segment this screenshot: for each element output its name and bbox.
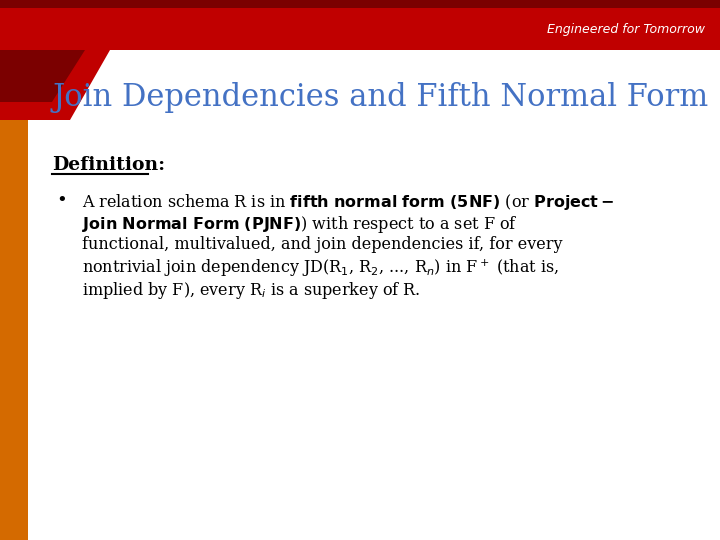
Polygon shape [0, 0, 720, 8]
Text: functional, multivalued, and join dependencies if, for every: functional, multivalued, and join depend… [82, 236, 562, 253]
Polygon shape [0, 50, 28, 540]
Text: •: • [57, 192, 68, 210]
Text: $\mathbf{Join\ Normal\ Form\ (PJNF)}$) with respect to a set F of: $\mathbf{Join\ Normal\ Form\ (PJNF)}$) w… [82, 214, 518, 235]
Polygon shape [0, 50, 85, 102]
Text: A relation schema R is in $\mathbf{fifth\ normal\ form\ (5NF)}$ (or $\mathbf{Pro: A relation schema R is in $\mathbf{fifth… [82, 192, 614, 212]
Text: Engineered for Tomorrow: Engineered for Tomorrow [547, 23, 705, 36]
Text: implied by F), every R$_i$ is a superkey of R.: implied by F), every R$_i$ is a superkey… [82, 280, 420, 301]
Text: nontrivial join dependency JD(R$_1$, R$_2$, ..., R$_n$) in F$^+$ (that is,: nontrivial join dependency JD(R$_1$, R$_… [82, 258, 559, 279]
Text: Definition:: Definition: [52, 156, 165, 174]
Polygon shape [0, 0, 720, 50]
Polygon shape [0, 50, 110, 120]
Text: Join Dependencies and Fifth Normal Form (2): Join Dependencies and Fifth Normal Form … [52, 82, 720, 113]
